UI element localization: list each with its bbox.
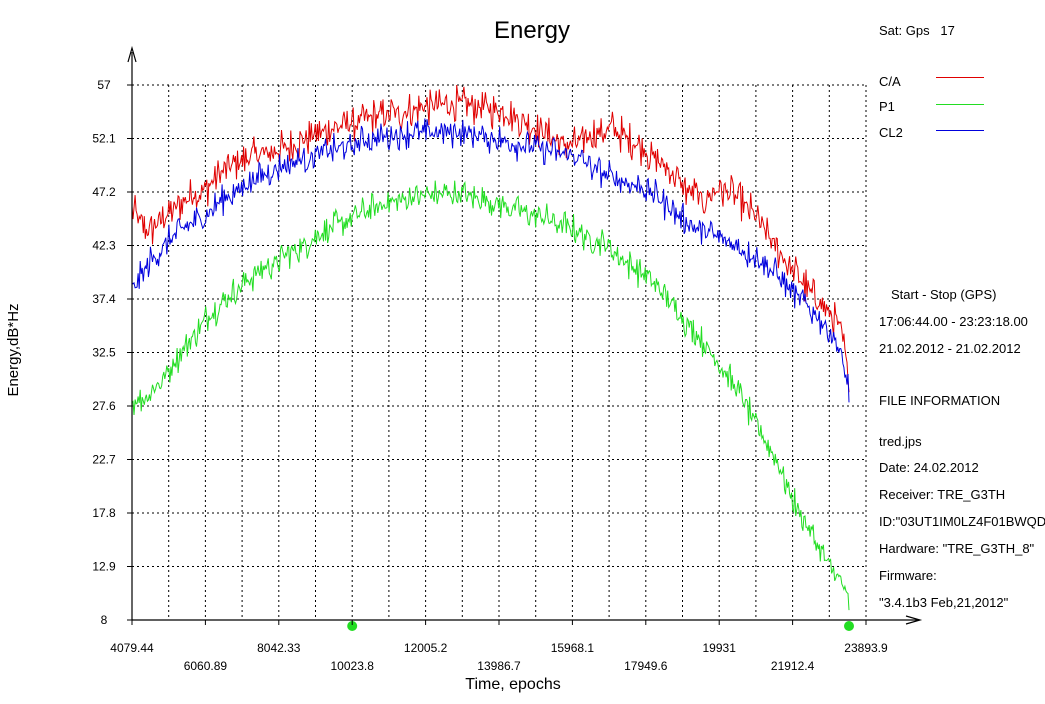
x-axis-marker: [844, 621, 855, 631]
y-tick-label: 52.1: [92, 132, 116, 146]
series-line-p1: [131, 180, 850, 611]
chart-ticks: 57 52.1 47.2 42.3 37.4 32.5 27.6 22.7 17.8 12.9 84…: [92, 78, 888, 673]
file-date: Date: 24.02.2012: [879, 460, 979, 475]
session-times: 17:06:44.00 - 23:23:18.00: [879, 314, 1028, 329]
chart-axes: [127, 45, 923, 631]
file-firmware-label: Firmware:: [879, 568, 937, 583]
x-axis-label: Time, epochs: [465, 676, 560, 693]
y-axis-label: Energy,dB*Hz: [5, 303, 22, 396]
legend-label-ca: C/A: [879, 74, 901, 89]
session-dates: 21.02.2012 - 21.02.2012: [879, 341, 1021, 356]
y-tick-label: 32.5: [92, 346, 116, 360]
y-axis-arrow: [127, 45, 137, 63]
series-line-cl2: [131, 118, 850, 403]
y-tick-label: 8: [101, 613, 108, 627]
y-tick-label: 27.6: [92, 399, 116, 413]
y-tick-label: 12.9: [92, 560, 116, 574]
session-heading: Start - Stop (GPS): [891, 287, 997, 302]
satellite-number: 17: [940, 23, 955, 38]
x-axis-arrow: [905, 615, 923, 625]
satellite-label: Sat: Gps 17: [879, 23, 955, 39]
legend-swatch-p1: [936, 104, 984, 105]
x-tick-label: 13986.7: [477, 659, 521, 673]
x-tick-label: 21912.4: [771, 659, 815, 673]
file-hardware: Hardware: "TRE_G3TH_8": [879, 541, 1035, 556]
x-tick-label: 10023.8: [331, 659, 375, 673]
y-tick-label: 37.4: [92, 292, 116, 306]
series-line-ca: [131, 84, 850, 393]
x-tick-label: 4079.44: [110, 641, 154, 655]
x-axis-marker: [347, 621, 358, 631]
legend-swatch-cl2: [936, 130, 984, 131]
legend-swatch-ca: [936, 77, 984, 78]
chart-series: [131, 84, 850, 611]
file-firmware-value: "3.4.1b3 Feb,21,2012": [879, 595, 1009, 610]
x-tick-label: 15968.1: [551, 641, 595, 655]
x-tick-label: 6060.89: [184, 659, 228, 673]
file-name: tred.jps: [879, 434, 922, 449]
file-receiver: Receiver: TRE_G3TH: [879, 487, 1006, 502]
x-tick-label: 19931: [703, 641, 737, 655]
chart-title: Energy: [494, 17, 570, 44]
y-tick-label: 47.2: [92, 185, 116, 199]
x-tick-label: 17949.6: [624, 659, 668, 673]
x-tick-label: 23893.9: [844, 641, 888, 655]
x-tick-label: 12005.2: [404, 641, 448, 655]
y-tick-label: 42.3: [92, 239, 116, 253]
legend-label-cl2: CL2: [879, 125, 903, 140]
x-tick-label: 8042.33: [257, 641, 301, 655]
y-tick-label: 17.8: [92, 506, 116, 520]
file-info-heading: FILE INFORMATION: [879, 393, 1001, 408]
legend-label-p1: P1: [879, 99, 895, 114]
file-id: ID:"03UT1IM0LZ4F01BWQD: [879, 514, 1045, 529]
y-tick-label: 57: [97, 78, 111, 92]
satellite-name: Sat: Gps: [879, 23, 930, 38]
y-tick-label: 22.7: [92, 453, 116, 467]
